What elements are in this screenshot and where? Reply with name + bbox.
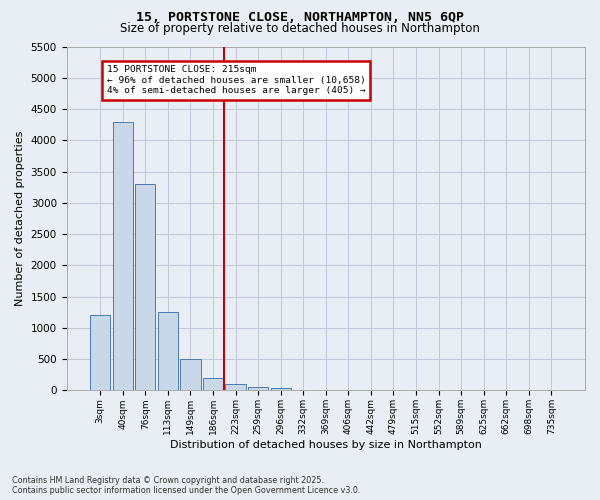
Text: 15 PORTSTONE CLOSE: 215sqm
← 96% of detached houses are smaller (10,658)
4% of s: 15 PORTSTONE CLOSE: 215sqm ← 96% of deta… — [107, 66, 366, 95]
Bar — [90, 316, 110, 390]
Bar — [226, 384, 246, 390]
Y-axis label: Number of detached properties: Number of detached properties — [15, 131, 25, 306]
X-axis label: Distribution of detached houses by size in Northampton: Distribution of detached houses by size … — [170, 440, 482, 450]
Text: 15, PORTSTONE CLOSE, NORTHAMPTON, NN5 6QP: 15, PORTSTONE CLOSE, NORTHAMPTON, NN5 6Q… — [136, 11, 464, 24]
Text: Contains HM Land Registry data © Crown copyright and database right 2025.
Contai: Contains HM Land Registry data © Crown c… — [12, 476, 361, 495]
Bar — [271, 388, 291, 390]
Bar — [248, 386, 268, 390]
Bar — [158, 312, 178, 390]
Bar — [135, 184, 155, 390]
Bar — [113, 122, 133, 390]
Bar — [203, 378, 223, 390]
Bar — [181, 359, 200, 390]
Text: Size of property relative to detached houses in Northampton: Size of property relative to detached ho… — [120, 22, 480, 35]
